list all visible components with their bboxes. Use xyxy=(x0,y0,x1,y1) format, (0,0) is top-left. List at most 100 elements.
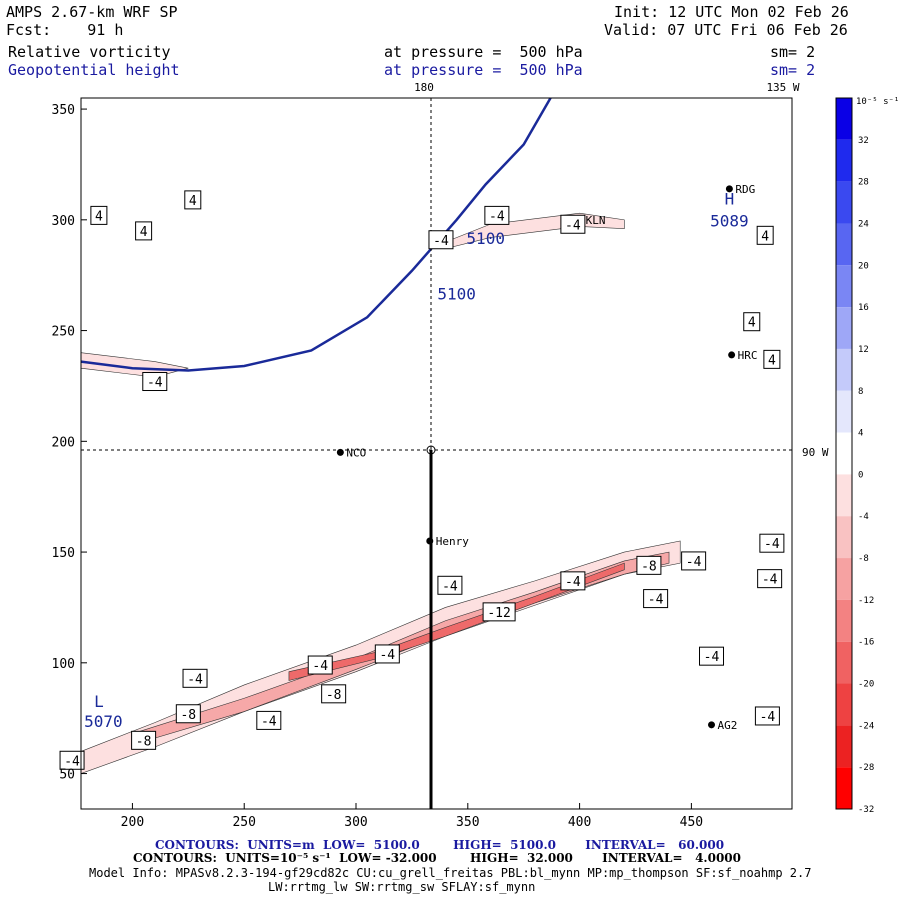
colorbar-swatch-8 xyxy=(836,432,852,475)
height-label-1: 5100 xyxy=(466,229,505,248)
vort-label-4: -4 xyxy=(433,234,449,249)
vort-label-9: 4 xyxy=(768,353,776,368)
vort-label-3: -4 xyxy=(147,376,163,391)
height-contour-5100 xyxy=(80,97,552,372)
colorbar-tick-11: -12 xyxy=(858,596,874,606)
colorbar-tick-0: 32 xyxy=(858,136,869,146)
vort-label-5: -4 xyxy=(489,209,505,224)
colorbar-tick-12: -16 xyxy=(858,638,874,648)
vort-label-10: -4 xyxy=(764,537,780,552)
colorbar-tick-7: 4 xyxy=(858,429,863,439)
vort-label-15: -4 xyxy=(648,593,664,608)
vort-label-box-15 xyxy=(643,589,669,609)
x-tick-label-300: 300 xyxy=(344,815,367,830)
vort-label-box-13 xyxy=(681,551,707,571)
field2-smoothing: sm= 2 xyxy=(770,61,816,79)
vort-label-box-17 xyxy=(437,575,463,595)
field1-level: at pressure = 500 hPa xyxy=(384,43,583,61)
colorbar-tick-6: 8 xyxy=(858,387,863,397)
colorbar-swatch-5 xyxy=(836,307,852,349)
vort-label-box-24 xyxy=(175,704,201,724)
colorbar-swatch-15 xyxy=(836,725,852,768)
vort-label-27: -4 xyxy=(64,754,80,769)
vort-label-box-18 xyxy=(699,646,725,666)
height-label-3: 5089 xyxy=(710,211,749,230)
vort-label-6: -4 xyxy=(565,218,581,233)
vort-label-box-27 xyxy=(59,750,85,770)
colorbar-swatch-16 xyxy=(836,767,852,809)
vort-label-12: -8 xyxy=(641,559,657,574)
vort-label-box-11 xyxy=(757,569,783,589)
station-label-rdg: RDG xyxy=(735,183,755,196)
vort-label-box-26 xyxy=(131,730,157,750)
vort-label-7: 4 xyxy=(761,229,769,244)
init-time: Init: 12 UTC Mon 02 Feb 26 xyxy=(614,3,849,21)
vort-label-box-3 xyxy=(142,372,168,392)
footer-model-info: Model Info: MPASv8.2.3-194-gf29cd82c CU:… xyxy=(89,866,812,880)
vort-label-21: -4 xyxy=(312,659,328,674)
vort-label-2: 4 xyxy=(189,194,197,209)
vort-label-box-1 xyxy=(135,221,153,241)
colorbar-swatch-7 xyxy=(836,390,852,433)
vort-label-box-20 xyxy=(374,644,400,664)
vorticity-labels: 4 4 4 -4 -4 -4 -4 4 4 4 -4 -4 -8 -4 -4 -4 -12 -4 -4 -4 -4 -4 -… xyxy=(59,190,785,770)
vort-label-box-23 xyxy=(182,668,208,688)
colorbar-swatch-6 xyxy=(836,348,852,391)
x-tick-label-250: 250 xyxy=(232,815,255,830)
vort-label-26: -8 xyxy=(136,734,152,749)
lat-lon-guides xyxy=(81,98,792,809)
x-tick-label-350: 350 xyxy=(456,815,479,830)
field2-level: at pressure = 500 hPa xyxy=(384,61,583,79)
y-tick-label-150: 150 xyxy=(52,546,75,561)
vort-label-box-10 xyxy=(759,533,785,553)
vort-label-box-25 xyxy=(256,710,282,730)
colorbar: 10⁻⁵ s⁻¹ 32 28 24 20 16 12 8 4 0 -4 -8 -12 -16 -20 -24 -… xyxy=(835,97,899,815)
vort-label-box-0 xyxy=(90,205,108,225)
vort-label-box-12 xyxy=(636,555,662,575)
field1-name: Relative vorticity xyxy=(8,43,171,61)
y-tick-label-300: 300 xyxy=(52,214,75,229)
lon-label-135w: 135 W xyxy=(766,81,799,94)
colorbar-tick-4: 16 xyxy=(858,303,869,313)
colorbar-tick-3: 20 xyxy=(858,261,869,271)
colorbar-swatch-11 xyxy=(836,558,852,600)
height-label-2: H xyxy=(725,189,735,208)
model-title: AMPS 2.67-km WRF SP xyxy=(6,3,178,21)
vort-label-box-21 xyxy=(307,655,333,675)
field2-name: Geopotential height xyxy=(8,61,180,79)
height-label-0: 5100 xyxy=(437,285,476,304)
vort-label-25: -4 xyxy=(261,714,277,729)
station-label-henry: Henry xyxy=(436,535,469,548)
y-axis: 50 100 150 200 250 300 350 xyxy=(52,103,87,783)
colorbar-tick-5: 12 xyxy=(858,345,869,355)
vort-label-box-9 xyxy=(763,349,781,369)
vort-label-box-5 xyxy=(484,205,510,225)
colorbar-swatch-1 xyxy=(836,139,852,182)
colorbar-tick-14: -24 xyxy=(858,721,874,731)
valid-time: Valid: 07 UTC Fri 06 Feb 26 xyxy=(604,21,848,39)
colorbar-tick-10: -8 xyxy=(858,554,869,564)
vort-label-24: -8 xyxy=(180,708,196,723)
station-dot-nco xyxy=(336,448,344,456)
vort-label-box-2 xyxy=(184,190,202,210)
height-label-4: L xyxy=(94,692,104,711)
x-tick-label-400: 400 xyxy=(568,815,591,830)
vort-label-20: -4 xyxy=(379,648,395,663)
vort-label-0: 4 xyxy=(95,209,103,224)
vort-label-box-6 xyxy=(560,214,586,234)
footer-height-contours: CONTOURS: UNITS=m LOW= 5100.0 HIGH= 5100… xyxy=(155,838,725,852)
x-axis: 200 250 300 350 400 450 xyxy=(121,803,703,830)
vort-label-box-19 xyxy=(754,706,780,726)
colorbar-swatch-13 xyxy=(836,641,852,684)
vort-label-14: -4 xyxy=(565,575,581,590)
colorbar-swatch-2 xyxy=(836,181,852,224)
vort-label-23: -4 xyxy=(187,672,203,687)
colorbar-tick-13: -20 xyxy=(858,680,874,690)
lon-label-180: 180 xyxy=(414,81,434,94)
geopotential-height-contours xyxy=(80,97,552,372)
pole-marker xyxy=(426,445,436,455)
vort-label-17: -4 xyxy=(442,579,458,594)
station-dot-ag2 xyxy=(708,721,716,729)
field1-smoothing: sm= 2 xyxy=(770,43,816,61)
